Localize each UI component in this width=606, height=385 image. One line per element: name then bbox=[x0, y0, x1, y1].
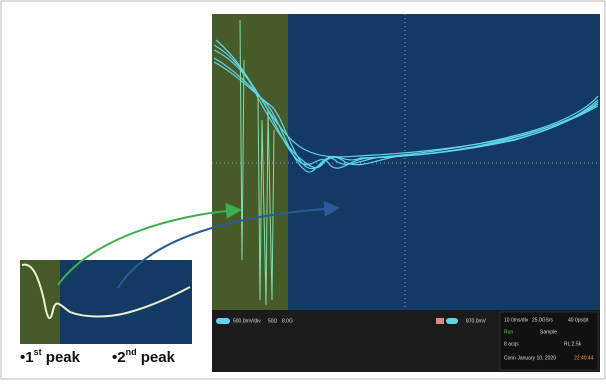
trigger-badge bbox=[436, 318, 444, 324]
bandwidth: 8.0G bbox=[282, 318, 293, 324]
channel-scale: 500.0mV/div bbox=[233, 318, 261, 324]
trigger-channel bbox=[446, 318, 458, 324]
figure: 500.0mV/div 50Ω 8.0G 870.0mV 10.0ms/div … bbox=[0, 0, 606, 380]
trigger-level: 870.0mV bbox=[466, 318, 487, 324]
sample-rate: 25.0GS/s bbox=[532, 317, 553, 323]
run-state: Run bbox=[504, 329, 513, 335]
time: 22:40:44 bbox=[574, 355, 594, 361]
acq-mode: Sample bbox=[540, 329, 557, 335]
date: Conn January 10, 2020 bbox=[504, 355, 556, 361]
record-length: RL:2.5k bbox=[564, 341, 582, 347]
inset-first-region bbox=[20, 260, 60, 344]
impedance: 50Ω bbox=[268, 318, 278, 324]
label-second-peak: •2nd peak bbox=[112, 347, 176, 366]
first-peak-region bbox=[212, 14, 288, 310]
label-first-peak: •1st peak bbox=[20, 347, 81, 366]
acq-count: 8 acqs bbox=[504, 341, 519, 347]
resolution: 40.0ps/pt bbox=[568, 317, 589, 323]
channel-badge bbox=[216, 318, 230, 324]
timebase: 10.0ms/div bbox=[504, 317, 529, 323]
